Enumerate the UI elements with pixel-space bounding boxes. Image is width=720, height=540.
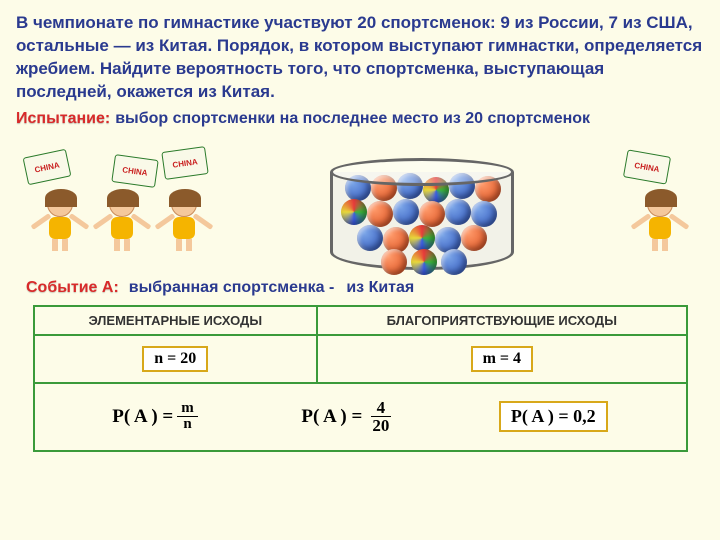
pa-numeric-formula: P( A ) = 4 20	[301, 399, 395, 434]
gymnast-china-1: CHINA	[31, 157, 89, 249]
gymnast-china-3: CHINA	[155, 157, 213, 249]
china-flag-icon: CHINA	[161, 146, 208, 180]
probability-urn	[327, 138, 517, 268]
ball-cn	[411, 249, 437, 275]
ball-ru	[393, 199, 419, 225]
china-flag-icon: CHINA	[623, 150, 671, 185]
ball-us	[381, 249, 407, 275]
china-flag-icon: CHINA	[111, 154, 158, 188]
col-header-favorable: БЛАГОПРИЯТСТВУЮЩИЕ ИСХОДЫ	[317, 306, 686, 335]
ball-ru	[441, 249, 467, 275]
problem-statement: В чемпионате по гимнастике участвуют 20 …	[16, 12, 704, 104]
event-line: Событие А: выбранная спортсменка - из Ки…	[26, 279, 704, 297]
pa-general-formula: P( A ) = m n	[112, 401, 197, 432]
illustration-section: CHINA CHINA CHINA	[16, 136, 704, 271]
ball-ru	[445, 199, 471, 225]
pa-result-box: P( A ) = 0,2	[499, 401, 608, 432]
trial-line: Испытание: выбор спортсменки на последне…	[16, 110, 704, 128]
cell-n: n = 20	[34, 335, 318, 383]
trial-label: Испытание:	[16, 110, 110, 128]
ball-cn	[341, 199, 367, 225]
col-header-elementary: ЭЛЕМЕНТАРНЫЕ ИСХОДЫ	[34, 306, 318, 335]
m-formula-box: m = 4	[471, 346, 533, 372]
cell-m: m = 4	[317, 335, 686, 383]
formula-row-cell: P( A ) = m n P( A ) = 4 20 P( A ) = 0,2	[34, 383, 687, 451]
event-value-1: выбранная спортсменка -	[129, 279, 335, 297]
ball-us	[419, 201, 445, 227]
ball-us	[367, 201, 393, 227]
ball-cn	[409, 225, 435, 251]
ball-ru	[357, 225, 383, 251]
n-formula-box: n = 20	[142, 346, 208, 372]
event-label: Событие А:	[26, 279, 119, 297]
gymnasts-left-group: CHINA CHINA CHINA	[31, 157, 213, 249]
ball-us	[461, 225, 487, 251]
gymnasts-right-group: CHINA	[631, 157, 689, 249]
gymnast-china-2: CHINA	[93, 157, 151, 249]
trial-value: выбор спортсменки на последнее место из …	[115, 110, 590, 128]
china-flag-icon: CHINA	[23, 149, 72, 186]
outcomes-table: ЭЛЕМЕНТАРНЫЕ ИСХОДЫ БЛАГОПРИЯТСТВУЮЩИЕ И…	[33, 305, 688, 452]
gymnast-china-4: CHINA	[631, 157, 689, 249]
ball-ru	[471, 201, 497, 227]
balls-container	[337, 173, 507, 265]
event-value-2: из Китая	[346, 279, 414, 297]
